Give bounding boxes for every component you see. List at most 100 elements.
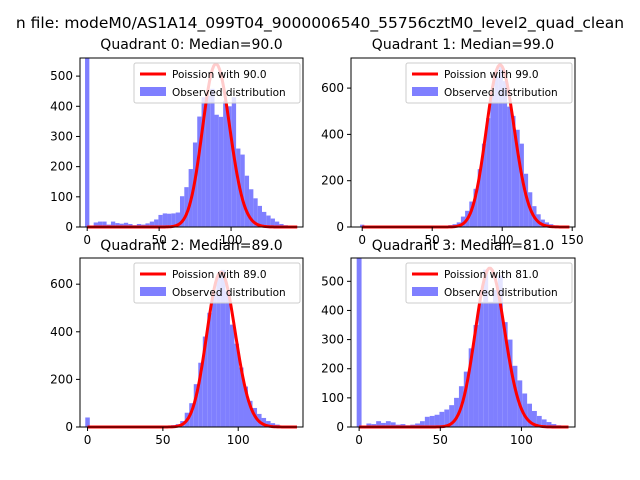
- observed-bar: [102, 221, 107, 227]
- observed-bar: [507, 339, 513, 427]
- y-tick-label: 500: [50, 69, 73, 83]
- observed-bar: [270, 218, 275, 227]
- observed-bar: [366, 423, 372, 427]
- observed-bar: [262, 211, 267, 227]
- observed-bar: [498, 64, 503, 227]
- x-tick-label: 0: [84, 433, 92, 447]
- observed-bar: [444, 409, 450, 427]
- quadrant-3-ticks: 0 50 100 0 100 200 300 400 500: [321, 274, 533, 447]
- observed-bar: [507, 106, 512, 227]
- observed-bar: [434, 414, 440, 427]
- observed-bar: [429, 415, 435, 427]
- quadrant-2-axes-frame: [79, 257, 304, 428]
- quadrant-0-chart: Quadrant 0: Median=90.0 0 50 100 0 100 200 300…: [50, 37, 304, 247]
- observed-bar: [115, 223, 120, 227]
- y-tick-label: 400: [50, 99, 73, 113]
- observed-bar: [494, 76, 499, 228]
- observed-bar: [488, 301, 494, 427]
- observed-bar: [493, 290, 498, 427]
- x-tick-label: 0: [358, 233, 366, 247]
- observed-bar: [210, 88, 215, 227]
- y-tick-label: 400: [321, 303, 344, 317]
- observed-bar: [502, 322, 508, 427]
- y-tick-label: 0: [336, 420, 344, 434]
- observed-bar: [202, 336, 208, 427]
- y-tick-label: 400: [50, 325, 73, 339]
- quadrant-3-title: Quadrant 3: Median=81.0: [372, 238, 554, 254]
- observed-bar: [541, 419, 547, 427]
- quadrant-2-legend-observed-label: Observed distribution: [172, 287, 286, 299]
- observed-bar: [227, 106, 232, 227]
- x-tick-label: 50: [433, 433, 448, 447]
- observed-bar: [546, 422, 552, 427]
- observed-bar: [385, 421, 391, 427]
- x-tick-label: 50: [425, 233, 440, 247]
- y-tick-label: 200: [321, 362, 344, 376]
- observed-bar: [490, 95, 495, 227]
- observed-bar: [419, 421, 425, 427]
- y-tick-label: 200: [321, 174, 344, 188]
- observed-bar: [214, 114, 219, 227]
- observed-bar: [415, 423, 420, 427]
- observed-bar: [473, 325, 479, 427]
- quadrant-1-title: Quadrant 1: Median=99.0: [372, 37, 554, 53]
- observed-bar: [376, 421, 382, 427]
- y-tick-label: 0: [336, 220, 344, 234]
- quadrant-3-legend-observed-label: Observed distribution: [444, 287, 558, 299]
- observed-bar: [519, 143, 524, 227]
- observed-bar: [463, 371, 469, 427]
- observed-bar: [531, 410, 537, 427]
- observed-bar: [454, 397, 459, 427]
- quadrant-2-ticks: 0 50 100 0 200 400 600: [50, 277, 250, 447]
- quadrant-0-legend-bar-swatch: [140, 87, 166, 96]
- observed-bar: [502, 81, 508, 228]
- observed-bar: [197, 116, 202, 227]
- figure-title: n file: modeM0/AS1A14_099T04_9000006540_…: [16, 14, 624, 33]
- y-tick-label: 200: [50, 160, 73, 174]
- observed-bar: [211, 293, 217, 427]
- quadrant-0-legend-poisson-label: Poission with 90.0: [172, 69, 267, 81]
- observed-bar: [473, 188, 478, 227]
- observed-bar: [257, 205, 262, 228]
- x-tick-label: 0: [83, 233, 91, 247]
- observed-bar: [460, 216, 466, 227]
- observed-bar: [536, 415, 542, 427]
- observed-bar: [439, 411, 445, 427]
- observed-bar: [381, 422, 386, 427]
- observed-bar: [486, 118, 491, 227]
- quadrant-2-chart: Quadrant 2: Median=89.0 0 50 100 0 200 400 600…: [50, 238, 304, 447]
- quadrant-2-legend: Poission with 89.0 Observed distribution: [133, 262, 301, 304]
- quadrant-0-legend-box: [133, 62, 301, 104]
- observed-bar: [193, 384, 199, 427]
- x-tick-label: 50: [151, 233, 166, 247]
- y-tick-label: 100: [321, 391, 344, 405]
- quadrant-3-axes-frame: [350, 257, 576, 428]
- y-tick-label: 500: [321, 274, 344, 288]
- quadrant-1-ticks: 0 50 100 150 0 200 400 600: [321, 81, 584, 247]
- observed-bar: [167, 213, 172, 227]
- observed-bar: [201, 97, 206, 227]
- observed-bar: [85, 417, 90, 427]
- x-tick-label: 100: [510, 433, 533, 447]
- observed-bar: [119, 223, 124, 227]
- quadrant-0-axes-frame: [79, 57, 304, 228]
- observed-bar: [261, 417, 267, 427]
- y-tick-label: 0: [65, 220, 73, 234]
- observed-bar: [207, 312, 212, 427]
- quadrant-2-legend-bar-swatch: [140, 287, 166, 296]
- quadrant-0-title: Quadrant 0: Median=90.0: [100, 37, 282, 53]
- observed-bar: [171, 213, 176, 227]
- x-tick-label: 100: [491, 233, 514, 247]
- observed-bar: [198, 362, 203, 427]
- observed-bar: [279, 223, 284, 227]
- observed-bar: [477, 169, 482, 227]
- quadrant-3-chart: Quadrant 3: Median=81.0 0 50 100 0 100 200 300…: [321, 238, 576, 447]
- quadrant-1-legend: Poission with 99.0 Observed distribution: [405, 62, 573, 104]
- observed-bar: [205, 95, 211, 227]
- observed-bar: [225, 291, 230, 427]
- observed-bar: [512, 365, 518, 427]
- observed-bar: [244, 175, 250, 227]
- observed-bar: [136, 223, 142, 227]
- observed-bar: [243, 386, 248, 427]
- y-tick-label: 300: [321, 333, 344, 347]
